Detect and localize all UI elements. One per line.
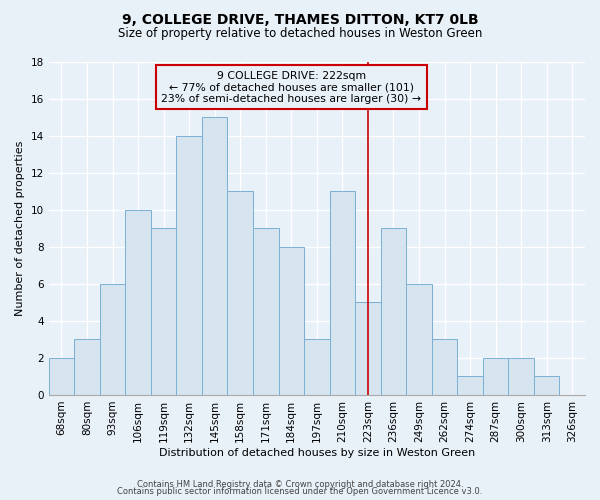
Bar xyxy=(202,117,227,395)
Bar xyxy=(508,358,534,395)
Bar xyxy=(100,284,125,395)
Text: 9 COLLEGE DRIVE: 222sqm
← 77% of detached houses are smaller (101)
23% of semi-d: 9 COLLEGE DRIVE: 222sqm ← 77% of detache… xyxy=(161,71,421,104)
Bar xyxy=(253,228,278,395)
Bar xyxy=(329,191,355,395)
Bar xyxy=(457,376,483,395)
Text: Contains HM Land Registry data © Crown copyright and database right 2024.: Contains HM Land Registry data © Crown c… xyxy=(137,480,463,489)
Text: Size of property relative to detached houses in Weston Green: Size of property relative to detached ho… xyxy=(118,28,482,40)
Y-axis label: Number of detached properties: Number of detached properties xyxy=(15,140,25,316)
Text: 9, COLLEGE DRIVE, THAMES DITTON, KT7 0LB: 9, COLLEGE DRIVE, THAMES DITTON, KT7 0LB xyxy=(122,12,478,26)
Text: Contains public sector information licensed under the Open Government Licence v3: Contains public sector information licen… xyxy=(118,487,482,496)
Bar xyxy=(406,284,432,395)
Bar xyxy=(380,228,406,395)
Bar xyxy=(432,340,457,395)
X-axis label: Distribution of detached houses by size in Weston Green: Distribution of detached houses by size … xyxy=(159,448,475,458)
Bar xyxy=(278,247,304,395)
Bar xyxy=(304,340,329,395)
Bar xyxy=(151,228,176,395)
Bar xyxy=(355,302,380,395)
Bar xyxy=(176,136,202,395)
Bar xyxy=(534,376,559,395)
Bar xyxy=(125,210,151,395)
Bar xyxy=(49,358,74,395)
Bar xyxy=(483,358,508,395)
Bar xyxy=(227,191,253,395)
Bar xyxy=(74,340,100,395)
